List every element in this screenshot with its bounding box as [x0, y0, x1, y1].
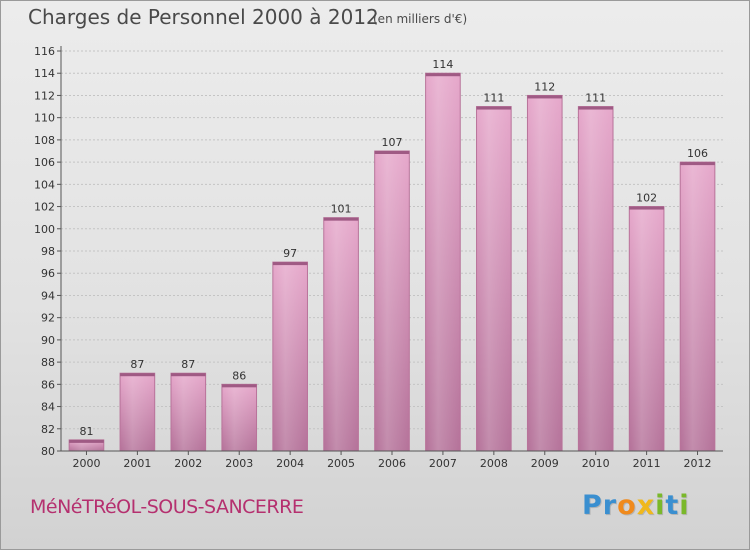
bar-value-label: 112: [534, 80, 555, 93]
y-tick-label: 108: [34, 134, 55, 147]
chart-title: Charges de Personnel 2000 à 2012: [28, 5, 379, 29]
bar-highlight: [426, 76, 460, 451]
proxiti-logo: Proxiti: [582, 490, 690, 521]
y-tick-label: 94: [41, 289, 55, 302]
y-tick-label: 116: [34, 45, 55, 58]
y-tick-label: 102: [34, 201, 55, 214]
bar-cap: [578, 106, 614, 110]
x-tick-label: 2003: [225, 457, 253, 470]
bar-value-label: 87: [130, 358, 144, 371]
y-tick-label: 106: [34, 156, 55, 169]
y-axis-ticks: 80 82 84 86 88 90 92 94 96 98 100 102 104 106 108 110 11…: [34, 45, 61, 458]
y-tick-label: 84: [41, 401, 55, 414]
bar-highlight: [477, 109, 511, 452]
y-tick-label: 112: [34, 89, 55, 102]
bar-highlight: [324, 220, 358, 451]
y-tick-label: 82: [41, 423, 55, 436]
brand-letter: i: [655, 490, 666, 521]
brand-letter: i: [679, 490, 690, 521]
bar-value-label: 81: [79, 425, 93, 438]
bar-cap: [629, 206, 664, 210]
bar-highlight: [171, 376, 205, 451]
bar-value-label: 87: [181, 358, 195, 371]
brand-letter: o: [617, 490, 637, 521]
y-tick-label: 86: [41, 378, 55, 391]
brand-letter: x: [636, 490, 656, 521]
brand-letter: t: [665, 490, 680, 521]
bar-value-label: 111: [483, 92, 504, 105]
bar-value-label: 102: [636, 192, 657, 205]
y-tick-label: 98: [41, 245, 55, 258]
bar-value-label: 101: [331, 203, 352, 216]
bar-cap: [425, 73, 461, 77]
bar-highlight: [222, 387, 256, 451]
bar-highlight: [375, 154, 409, 451]
x-tick-label: 2010: [582, 457, 610, 470]
y-tick-label: 100: [34, 223, 55, 236]
x-tick-label: 2002: [174, 457, 202, 470]
y-tick-label: 90: [41, 334, 55, 347]
bar-value-label: 106: [687, 147, 708, 160]
bar-highlight: [121, 376, 154, 451]
y-tick-label: 114: [34, 67, 55, 80]
x-tick-label: 2007: [429, 457, 457, 470]
bar-highlight: [630, 209, 663, 451]
bar-highlight: [579, 109, 613, 452]
bar-cap: [323, 217, 359, 221]
bar-highlight: [681, 165, 714, 451]
x-tick-label: 2012: [684, 457, 712, 470]
bar-value-label: 111: [585, 92, 606, 105]
bar-cap: [69, 439, 104, 443]
brand-letter: P: [582, 490, 603, 521]
bar-cap: [680, 162, 715, 166]
x-tick-label: 2004: [276, 457, 304, 470]
bar-value-label: 97: [283, 247, 297, 260]
x-tick-label: 2011: [633, 457, 661, 470]
bar-value-label: 86: [232, 369, 246, 382]
x-tick-label: 2006: [378, 457, 406, 470]
x-tick-label: 2000: [72, 457, 100, 470]
bar-highlight: [528, 98, 562, 451]
bar-value-label: 114: [432, 58, 453, 71]
bar-cap: [221, 384, 257, 388]
bar-value-label: 107: [382, 136, 403, 149]
y-tick-label: 88: [41, 356, 55, 369]
x-tick-label: 2008: [480, 457, 508, 470]
y-tick-label: 110: [34, 112, 55, 125]
bar-cap: [170, 373, 206, 377]
bars: 81 87 87 86 97 101 107 114 111 112 111 102 106: [68, 58, 716, 452]
y-tick-label: 92: [41, 312, 55, 325]
y-tick-label: 96: [41, 267, 55, 280]
y-tick-label: 80: [41, 445, 55, 458]
bar-cap: [374, 151, 410, 154]
x-tick-label: 2001: [123, 457, 151, 470]
x-tick-label: 2005: [327, 457, 355, 470]
bar-chart: 80 82 84 86 88 90 92 94 96 98 100 102 104 106 108 110 11…: [34, 45, 723, 470]
x-tick-label: 2009: [531, 457, 559, 470]
bar-cap: [527, 95, 563, 99]
brand-letter: r: [602, 490, 618, 521]
bar-cap: [272, 262, 308, 266]
chart-subtitle: (en milliers d'€): [373, 12, 468, 26]
bar-highlight: [70, 442, 103, 451]
bar-cap: [476, 106, 512, 110]
commune-name: MéNéTRéOL-SOUS-SANCERRE: [30, 496, 304, 518]
y-tick-label: 104: [34, 178, 55, 191]
bar-highlight: [273, 265, 307, 451]
bar-cap: [120, 373, 155, 377]
x-axis-ticks: 2000 2001 2002 2003 2004 2005 2006 2007 2008 2009…: [72, 451, 712, 470]
